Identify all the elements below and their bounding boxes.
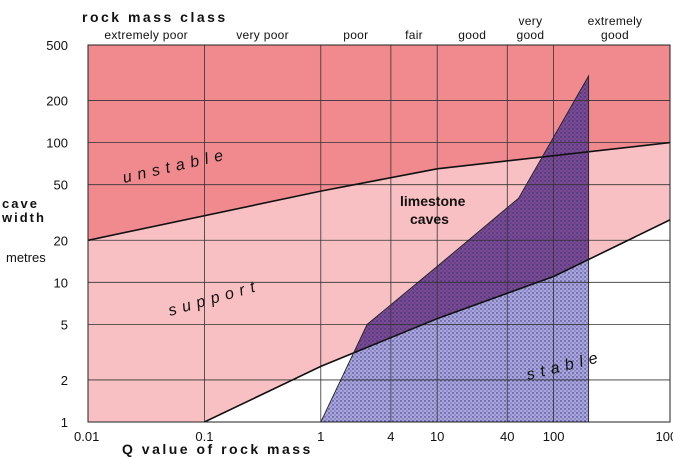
x-tick-label: 100 (543, 429, 565, 444)
x-tick-label: 0.01 (74, 429, 99, 444)
rock-mass-class-label: good (516, 28, 544, 42)
support-boundary-line (204, 219, 670, 422)
rock-mass-class-label: very (519, 14, 543, 28)
x-tick-label: 1000 (656, 429, 673, 444)
limestone-caves-label-line1: limestone (400, 193, 466, 209)
limestone-caves-label-line2: caves (410, 211, 449, 227)
rock-mass-class-label: good (601, 28, 629, 42)
rock-mass-class-label: extremely (588, 14, 643, 28)
x-tick-label: 1 (317, 429, 324, 444)
plot-frame (87, 44, 671, 423)
y-axis-label-line2: width (1, 210, 46, 225)
y-axis-unit: metres (6, 250, 46, 265)
y-tick-label: 200 (46, 94, 68, 109)
y-tick-label: 5 (61, 317, 68, 332)
x-axis-tick-labels: 0.01 0.1 1 4 10 40 100 1000 (74, 429, 673, 444)
limestone-caves-outline (320, 74, 590, 422)
y-tick-label: 500 (46, 38, 68, 53)
rock-mass-class-label: extremely poor (104, 28, 188, 42)
x-tick-label: 4 (387, 429, 394, 444)
y-tick-label: 1 (61, 415, 68, 430)
rock-mass-class-label: good (458, 28, 486, 42)
rock-mass-class-label: very poor (236, 28, 289, 42)
y-tick-label: 10 (54, 275, 68, 290)
x-tick-label: 0.1 (195, 429, 213, 444)
rock-mass-class-label: fair (405, 28, 423, 42)
y-tick-label: 100 (46, 136, 68, 151)
y-tick-label: 2 (61, 373, 68, 388)
x-tick-label: 40 (500, 429, 514, 444)
x-tick-label: 10 (430, 429, 444, 444)
y-tick-label: 20 (54, 233, 68, 248)
rock-mass-class-label: poor (343, 28, 368, 42)
x-axis-label: Q value of rock mass (122, 441, 313, 457)
chart-title: rock mass class (82, 9, 228, 25)
y-axis-label-line1: cave (2, 196, 39, 211)
unstable-boundary-line (88, 141, 670, 242)
rock-mass-class-labels: extremely poor very poor poor fair goodveryg… (104, 14, 642, 42)
y-tick-label: 50 (54, 178, 68, 193)
y-axis-tick-labels: 1 2 5 10 20 50 100 200 500 (46, 38, 68, 430)
grid (88, 45, 670, 422)
